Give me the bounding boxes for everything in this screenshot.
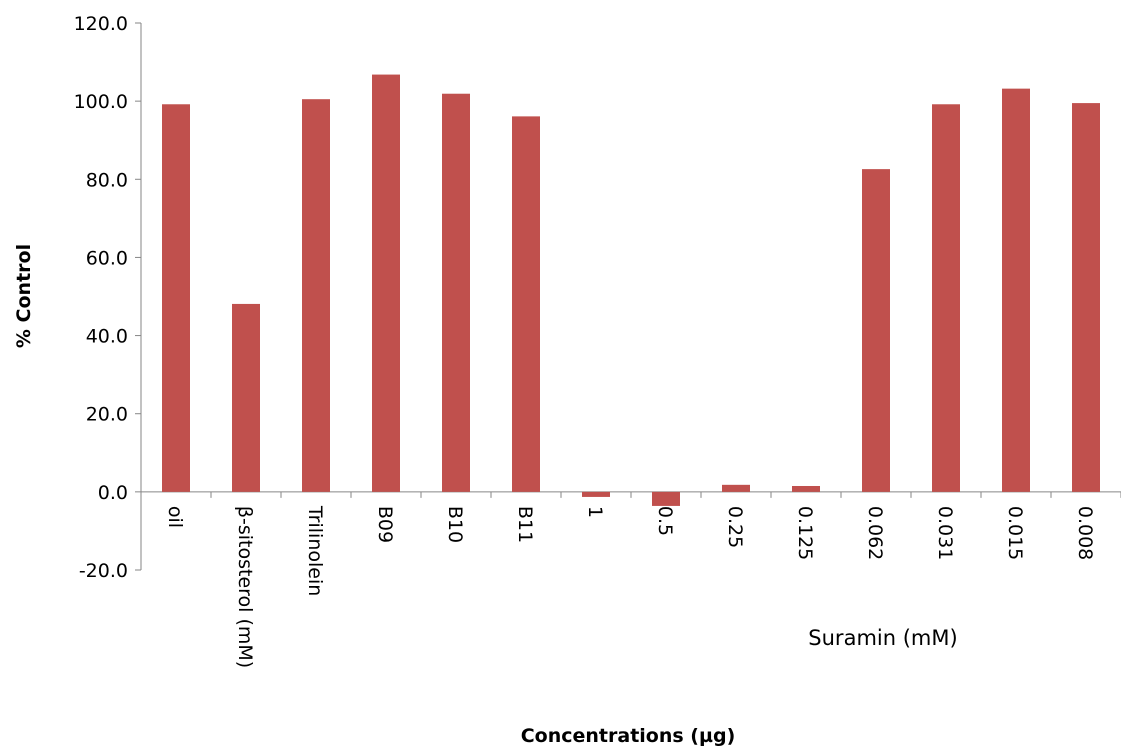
- x-axis-label: Concentrations (µg): [521, 725, 736, 747]
- y-tick-label: 60.0: [86, 247, 128, 269]
- y-tick-label: 0.0: [98, 482, 128, 504]
- x-tick-label: 0.25: [724, 506, 746, 548]
- x-tick-label: 0.5: [654, 506, 676, 536]
- y-tick-label: 120.0: [74, 13, 128, 35]
- bar: [1002, 88, 1030, 492]
- bar: [372, 74, 400, 492]
- x-tick-label: B11: [514, 506, 536, 543]
- y-tick-label: -20.0: [79, 560, 128, 582]
- x-tick-label: B09: [374, 506, 396, 543]
- x-tick-labels: oil β-sitosterol (mM) Trilinolein B09 B10 B11…: [164, 505, 1096, 668]
- x-axis: [140, 491, 1121, 498]
- x-tick-label: 0.015: [1004, 506, 1026, 560]
- suramin-annotation: Suramin (mM): [808, 626, 957, 650]
- bar: [162, 104, 190, 492]
- x-tick-label: B10: [444, 506, 466, 543]
- y-axis-label: % Control: [13, 244, 35, 348]
- bar: [442, 93, 470, 492]
- y-tick-label: 80.0: [86, 169, 128, 191]
- x-tick-label: Trilinolein: [304, 505, 326, 596]
- bar: [232, 303, 260, 492]
- x-tick-label: β-sitosterol (mM): [234, 506, 256, 668]
- y-axis: -20.0 0.0 20.0 40.0 60.0 80.0 100.0 120.0: [74, 13, 142, 582]
- bar: [932, 104, 960, 492]
- y-tick-label: 20.0: [86, 404, 128, 426]
- y-tick-label: 40.0: [86, 326, 128, 348]
- bar: [652, 491, 680, 506]
- x-tick-label: 1: [584, 506, 606, 518]
- y-tick-label: 100.0: [74, 91, 128, 113]
- bar: [792, 485, 820, 492]
- bar: [722, 484, 750, 492]
- x-tick-label: 0.062: [864, 506, 886, 560]
- bar: [862, 169, 890, 492]
- x-tick-label: 0.031: [934, 506, 956, 560]
- x-tick-label: 0.125: [794, 506, 816, 560]
- bars: [162, 74, 1100, 506]
- bar: [512, 116, 540, 492]
- x-tick-label: 0.008: [1074, 506, 1096, 560]
- bar: [582, 491, 610, 497]
- bar: [1072, 103, 1100, 492]
- bar: [302, 99, 330, 492]
- x-tick-label: oil: [164, 506, 186, 528]
